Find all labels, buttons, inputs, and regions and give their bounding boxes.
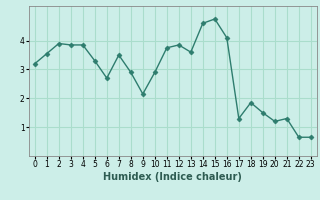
- X-axis label: Humidex (Indice chaleur): Humidex (Indice chaleur): [103, 172, 242, 182]
